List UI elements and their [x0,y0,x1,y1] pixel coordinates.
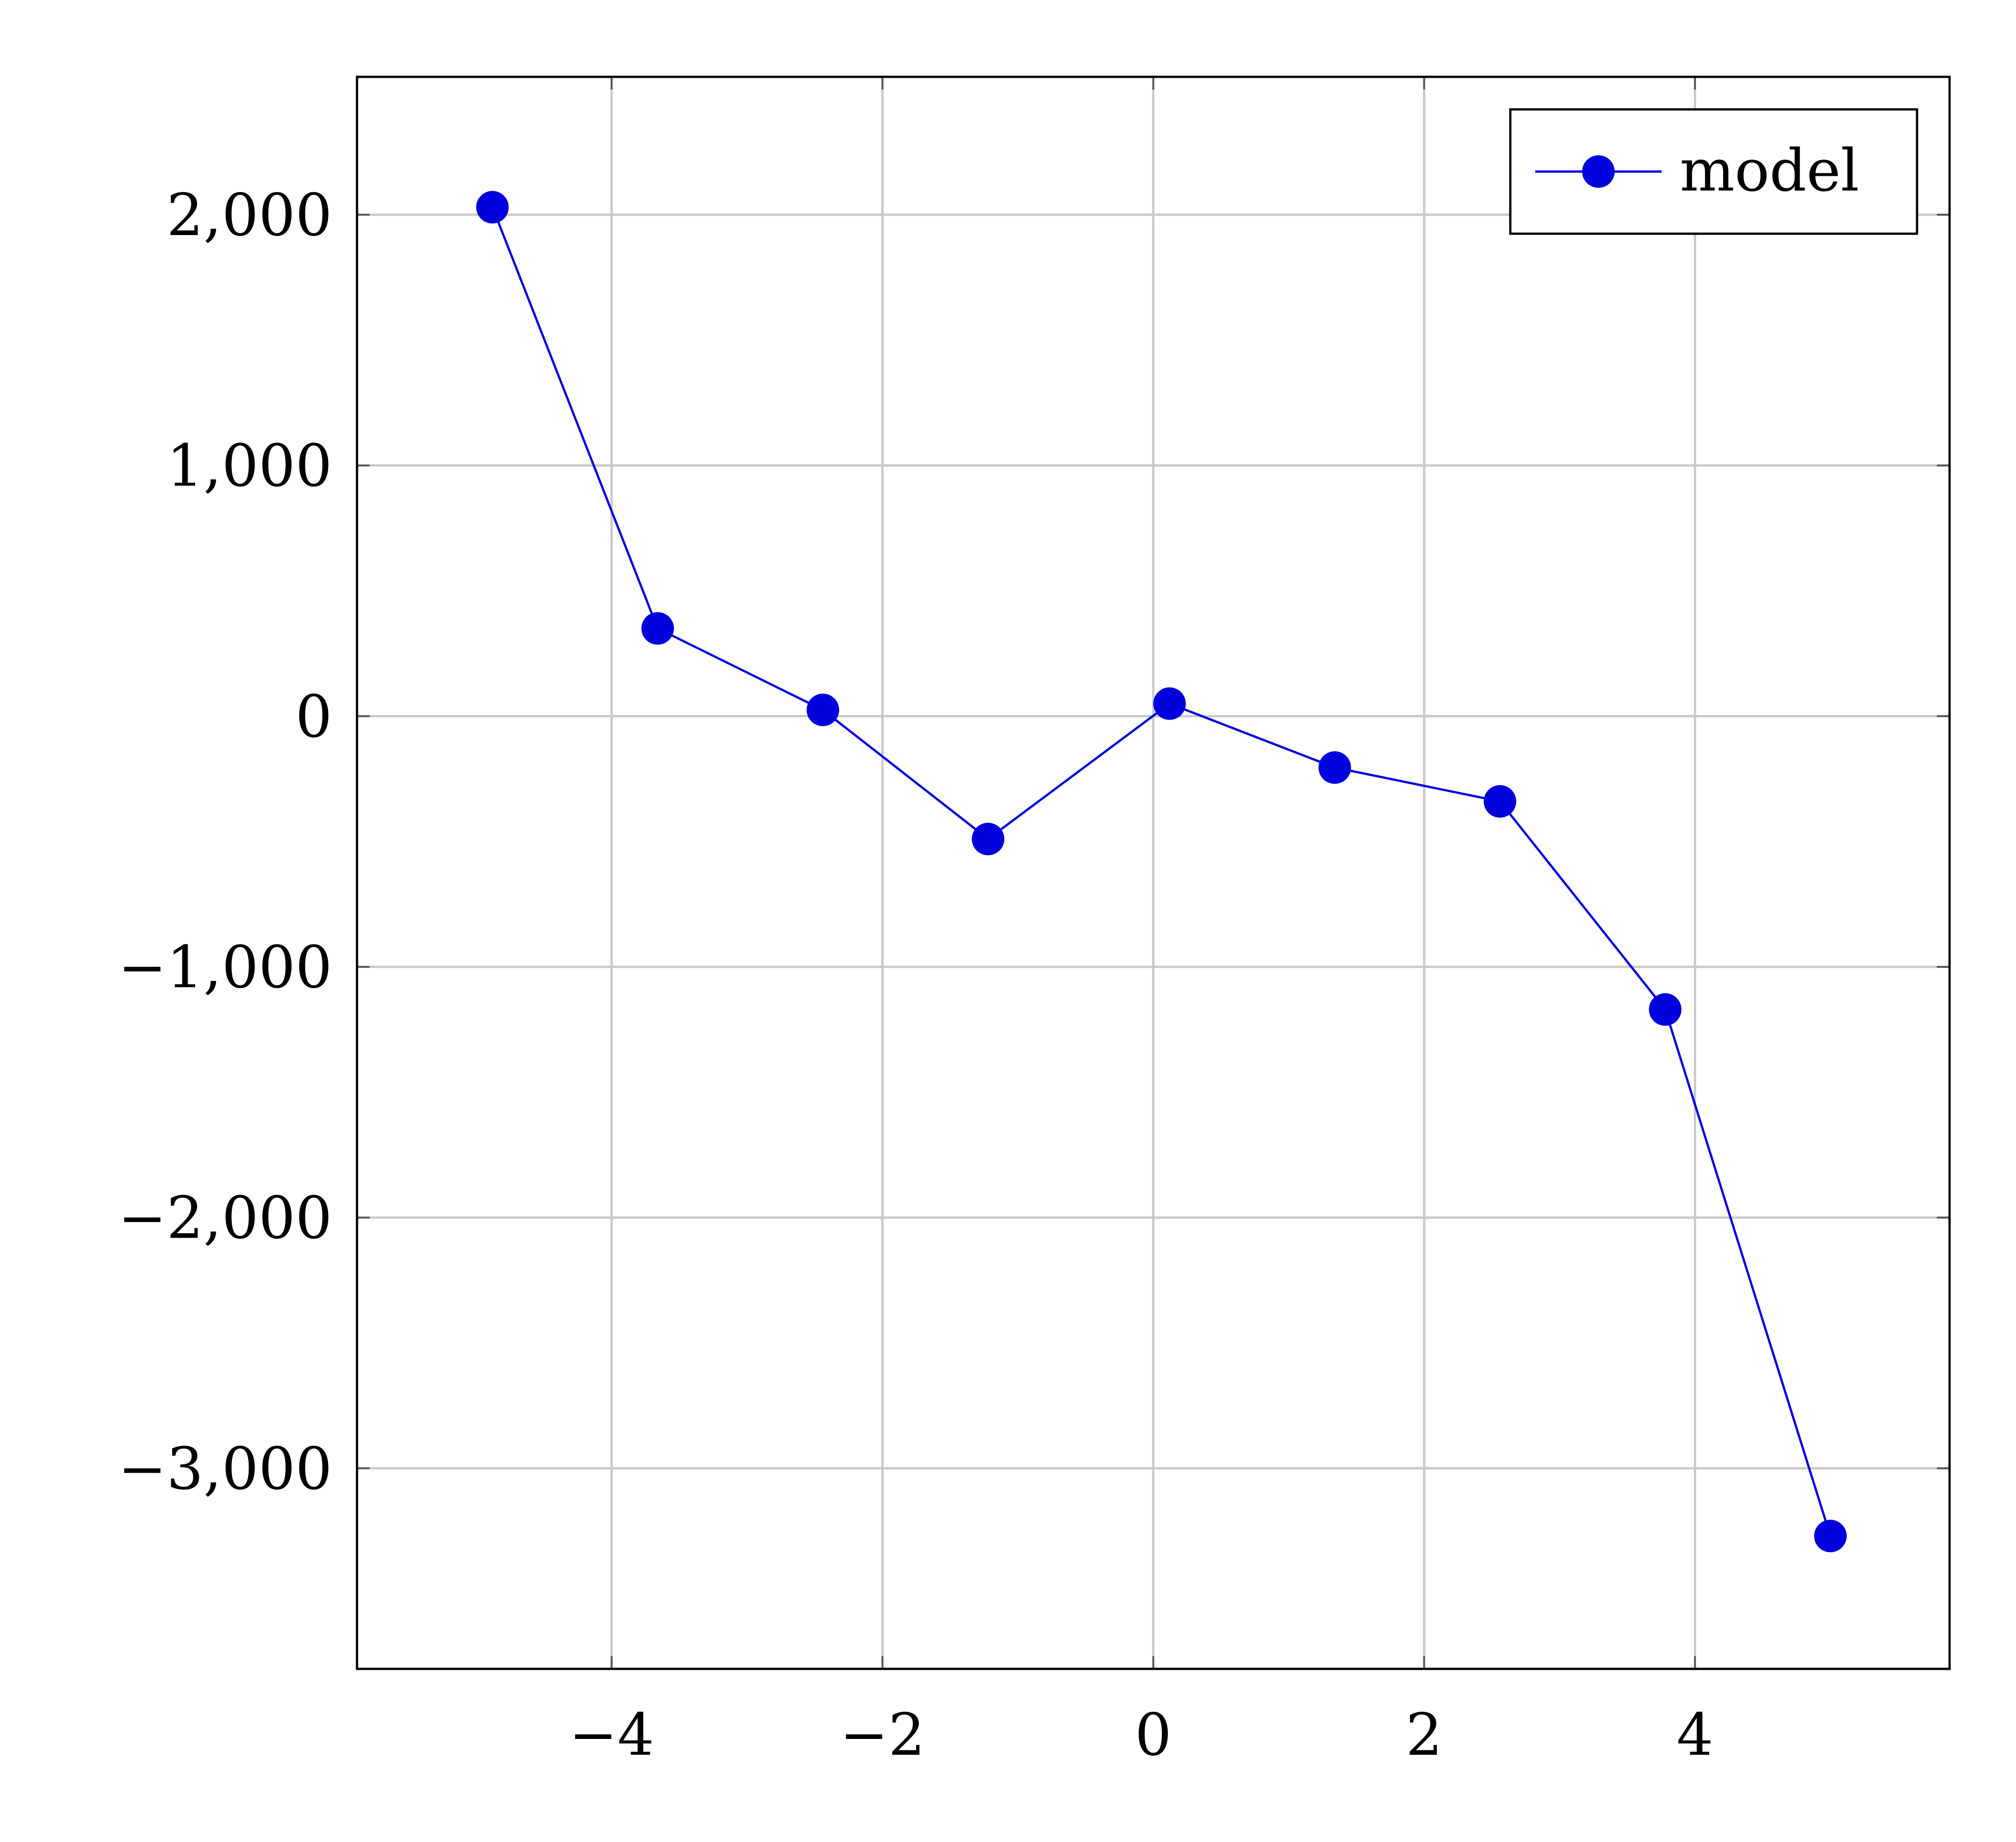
y-tick-label: 1,000 [167,433,332,500]
x-tick-label: 4 [1677,1701,1713,1769]
x-tick-label: 0 [1135,1701,1171,1769]
data-point [1484,785,1517,818]
data-point [641,612,674,645]
x-tick-label: 2 [1406,1701,1443,1769]
series [476,191,1847,1553]
plot-frame [356,75,1951,1670]
x-tick-label: −4 [569,1701,654,1769]
y-tick-label: 2,000 [167,182,332,249]
data-point [806,693,839,726]
data-point [1318,751,1351,784]
legend-label-model: model [1680,137,1859,205]
y-tick-label: −1,000 [118,934,332,1001]
x-tick-label: −2 [840,1701,925,1769]
legend: model [1509,108,1918,235]
data-point [1649,993,1682,1026]
axis-ticks [357,77,1950,1669]
y-tick-label: −2,000 [118,1185,332,1252]
data-point [1814,1520,1847,1553]
data-point [972,823,1005,856]
legend-marker-model [1582,155,1615,188]
data-point [1153,687,1186,720]
grid [357,77,1950,1669]
data-point [476,191,509,224]
y-tick-label: −3,000 [118,1435,332,1503]
y-tick-label: 0 [296,683,332,750]
tick-labels: −4 −2 0 2 4 2,000 1,000 0 −1,000 −2,000 −3,000 [118,182,1713,1769]
